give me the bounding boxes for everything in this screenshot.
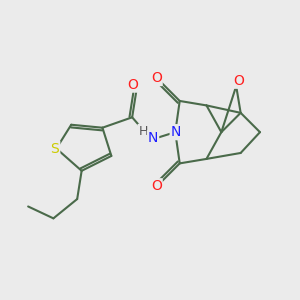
Text: N: N: [171, 125, 181, 139]
Text: O: O: [234, 74, 244, 88]
Text: S: S: [50, 142, 59, 155]
Text: N: N: [148, 131, 158, 145]
Text: H: H: [139, 125, 148, 138]
Text: O: O: [128, 78, 139, 92]
Text: O: O: [151, 71, 162, 85]
Text: O: O: [151, 179, 162, 193]
